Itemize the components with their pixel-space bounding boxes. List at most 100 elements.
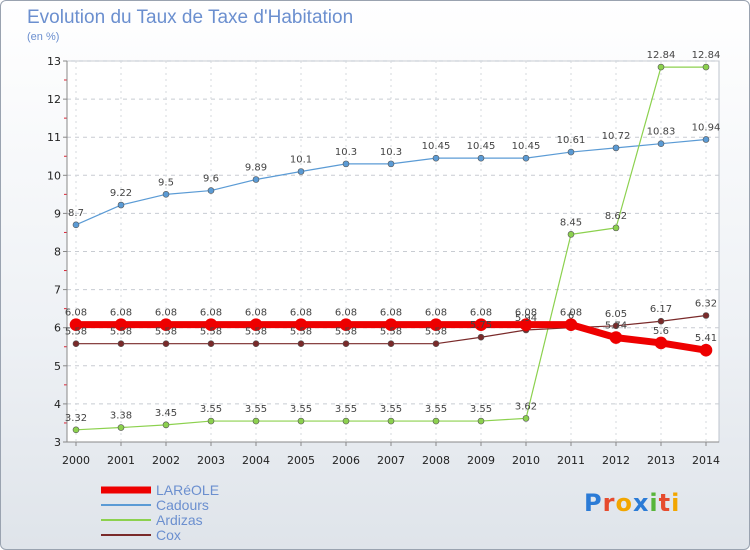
y-tick-label: 13 [47,55,61,68]
data-point [522,154,530,162]
data-point [252,417,260,425]
data-label: 6.08 [200,308,222,319]
data-point [702,63,710,71]
data-point [387,160,395,168]
data-point [204,318,218,331]
y-tick-label: 10 [47,169,61,182]
data-point [252,176,260,183]
data-label: 3.62 [515,401,537,412]
x-tick-label: 2014 [692,454,720,467]
data-point [249,318,263,331]
legend-entry: Cadours [156,497,209,513]
data-point [297,417,305,425]
data-label: 5.58 [425,327,447,338]
data-label: 5.74 [605,321,627,332]
data-label: 3.55 [380,404,402,415]
data-label: 6.08 [155,308,177,319]
data-label: 5.58 [380,327,402,338]
data-label: 6.08 [515,308,537,319]
data-point [519,318,533,331]
x-tick-label: 2005 [287,454,315,467]
data-point [69,318,83,331]
data-label: 10.1 [290,154,312,165]
data-point [117,201,125,209]
data-point [657,317,665,325]
data-label: 3.55 [335,404,357,415]
data-label: 5.58 [65,327,87,338]
data-label: 10.94 [692,122,721,133]
logo-letter: r [602,489,616,517]
data-point [432,154,440,162]
legend-entry: Ardizas [156,512,203,528]
data-point [612,144,620,152]
data-label: 3.38 [110,411,132,422]
data-label: 6.08 [425,308,447,319]
y-tick-label: 5 [54,360,61,373]
data-label: 10.72 [602,131,631,142]
data-point [432,340,440,348]
x-tick-label: 2013 [647,454,675,467]
x-tick-label: 2007 [377,454,405,467]
y-tick-label: 11 [47,131,61,144]
data-label: 8.62 [605,211,627,222]
data-point [657,63,665,71]
data-point [72,221,80,229]
data-point [477,154,485,162]
data-point [477,333,485,341]
data-label: 10.45 [422,141,451,152]
data-point [117,424,125,431]
logo-letter: o [615,489,633,517]
data-point [612,224,620,232]
logo-letter: P [584,489,603,517]
data-label: 8.7 [68,208,84,219]
data-point [342,417,350,425]
data-point [114,318,128,331]
data-label: 6.08 [65,308,87,319]
y-tick-label: 8 [54,246,61,259]
data-label: 5.41 [695,333,717,344]
data-label: 5.75 [470,320,492,331]
data-label: 9.5 [158,177,174,188]
data-point [162,421,170,429]
data-point [612,322,620,330]
data-point [117,340,125,348]
data-label: 10.45 [512,141,541,152]
data-label: 6.08 [290,308,312,319]
x-tick-label: 2006 [332,454,360,467]
data-point [657,140,665,147]
data-label: 3.32 [65,413,87,424]
data-label: 6.05 [605,309,627,320]
data-point [654,336,668,350]
legend-entry: Cox [156,527,181,543]
logo-letter: i [671,489,681,517]
data-label: 9.6 [203,174,219,185]
data-label: 6.08 [560,308,582,319]
data-point [609,331,623,344]
data-label: 6.08 [110,308,132,319]
plot-area [66,60,720,443]
y-tick-label: 3 [54,436,61,449]
proxiti-logo: Proxiti [584,489,680,517]
data-label: 3.55 [245,404,267,415]
data-point [699,343,713,357]
logo-letter: t [658,489,672,517]
data-point [294,318,308,331]
x-tick-label: 2004 [242,454,270,467]
data-point [387,417,395,425]
data-point [567,231,575,238]
data-label: 12.84 [647,50,676,61]
x-tick-label: 2000 [62,454,90,467]
data-point [159,318,173,331]
data-label: 3.55 [200,404,222,415]
chart-unit: (en %) [27,31,60,43]
data-label: 6.32 [695,299,717,310]
x-tick-label: 2011 [557,454,585,467]
data-label: 6.17 [650,304,672,315]
y-tick-label: 4 [54,398,61,411]
data-point [564,318,578,331]
data-point [252,340,260,348]
logo-text: Proxiti [584,489,680,517]
data-point [162,191,170,198]
x-tick-label: 2003 [197,454,225,467]
data-label: 5.58 [335,327,357,338]
